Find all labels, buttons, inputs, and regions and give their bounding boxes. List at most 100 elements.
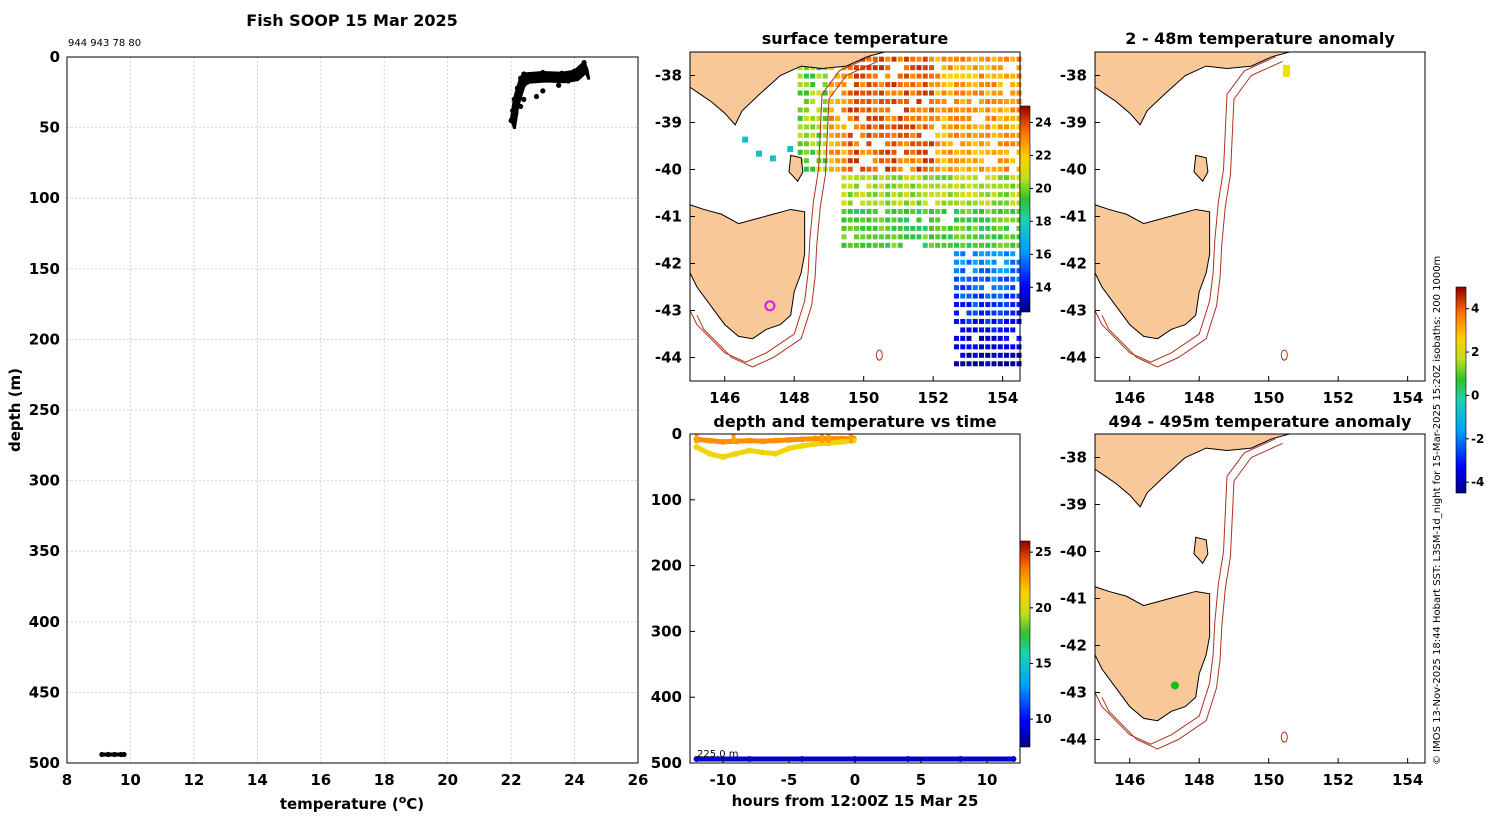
- sst-cell: [935, 242, 941, 248]
- sst-cell: [841, 158, 847, 164]
- sst-cell: [1010, 268, 1016, 274]
- sst-cell: [841, 90, 847, 96]
- sst-cell: [897, 200, 903, 206]
- sst-cell: [985, 234, 991, 240]
- sst-cell: [922, 225, 928, 231]
- sst-cell: [935, 200, 941, 206]
- sst-cell: [1016, 99, 1022, 104]
- sst-cell: [922, 82, 928, 88]
- sst-cell: [979, 251, 985, 257]
- anom-deep-ytick-label: -43: [1060, 684, 1087, 702]
- sst-cell: [841, 132, 847, 138]
- profile-ids: 944 943 78 80: [68, 38, 141, 49]
- sst-cell: [941, 242, 947, 248]
- sst-cell: [979, 90, 985, 96]
- sst-cell: [979, 285, 985, 291]
- sst-cell: [847, 141, 853, 147]
- sst-cell: [985, 242, 991, 248]
- sst-cell: [903, 107, 909, 113]
- sst-cell: [822, 73, 828, 79]
- sst-cell: [1010, 183, 1016, 189]
- sst-cell: [860, 192, 866, 198]
- sst-cell: [903, 132, 909, 138]
- sst-cell: [991, 352, 997, 358]
- sst-cell: [960, 327, 966, 333]
- profile-line: [512, 68, 591, 130]
- sst-cell: [947, 107, 953, 113]
- sst-xtick-label: 152: [918, 389, 949, 407]
- sst-cell: [903, 225, 909, 231]
- sst-cell: [966, 352, 972, 358]
- sst-cell: [810, 73, 816, 79]
- sst-cell: [903, 141, 909, 147]
- anom-shallow-flinders-island: [1193, 154, 1209, 183]
- sst-cell: [979, 99, 985, 104]
- sst-title: surface temperature: [762, 29, 949, 48]
- sst-cell: [991, 82, 997, 88]
- sst-cell: [841, 175, 847, 181]
- sst-cell: [997, 276, 1003, 282]
- sst-colorbar-icon: [1019, 105, 1031, 313]
- sst-cell: [972, 293, 978, 299]
- sst-cell: [922, 175, 928, 181]
- sst-cell: [1016, 268, 1022, 274]
- sst-cell: [991, 115, 997, 121]
- depth-time-colorbar-ticks: 10 15 20 25: [1030, 545, 1052, 726]
- sst-cell: [872, 82, 878, 88]
- sst-cell: [966, 90, 972, 96]
- sst-cell: [841, 149, 847, 155]
- sst-cell: [1004, 285, 1010, 291]
- sst-cell: [922, 149, 928, 155]
- sst-cell: [991, 107, 997, 113]
- anom-deep-isobath: [1094, 438, 1276, 745]
- sst-cell: [1004, 200, 1010, 206]
- sst-cell: [891, 192, 897, 198]
- depth-time-ytick-label: 0: [672, 425, 682, 443]
- sst-cell: [897, 141, 903, 147]
- sst-cell: [960, 318, 966, 324]
- sst-cell: [991, 285, 997, 291]
- sst-cell: [979, 124, 985, 130]
- depth-time-colorbar-label: 20: [1035, 601, 1052, 615]
- sst-cell: [866, 99, 872, 104]
- sst-cell: [972, 242, 978, 248]
- sst-cell: [991, 276, 997, 282]
- sst-cell: [935, 175, 941, 181]
- profile-xtick-label: 12: [183, 771, 204, 789]
- sst-cell: [891, 166, 897, 172]
- sst-cell: [797, 115, 803, 121]
- sst-cell: [860, 73, 866, 79]
- anom-deep-title: 494 - 495m temperature anomaly: [1109, 412, 1412, 431]
- profile-point: [533, 93, 540, 100]
- sst-field: [742, 56, 1022, 367]
- sst-cell: [947, 192, 953, 198]
- sst-cell: [1004, 310, 1010, 316]
- sst-cell: [991, 217, 997, 223]
- sst-cell: [847, 217, 853, 223]
- sst-cell: [803, 82, 809, 88]
- sst-cell: [922, 183, 928, 189]
- anom-shallow-panel: 2 - 48m temperature anomaly 146 148 150 152…: [1060, 29, 1426, 407]
- sst-cell: [810, 82, 816, 88]
- anom-deep-isobath: [1101, 442, 1283, 750]
- sst-cell: [891, 99, 897, 104]
- sst-cell: [991, 335, 997, 341]
- sst-cell: [941, 183, 947, 189]
- sst-cell: [941, 208, 947, 214]
- sst-cell: [1016, 82, 1022, 88]
- sst-cell: [1010, 175, 1016, 181]
- depth-time-ytick-label: 200: [651, 557, 682, 575]
- sst-cell: [810, 99, 816, 104]
- anom-shallow-ytick-label: -38: [1060, 67, 1087, 85]
- sst-cell: [1010, 115, 1016, 121]
- sst-cell: [841, 166, 847, 172]
- sst-cell: [891, 217, 897, 223]
- sst-map: [689, 51, 885, 368]
- sst-cell: [1016, 217, 1022, 223]
- sst-cell: [891, 175, 897, 181]
- sst-cell: [910, 115, 916, 121]
- sst-cell: [897, 234, 903, 240]
- depth-time-point: [904, 756, 911, 763]
- profile-point: [540, 88, 546, 94]
- sst-cell: [822, 141, 828, 147]
